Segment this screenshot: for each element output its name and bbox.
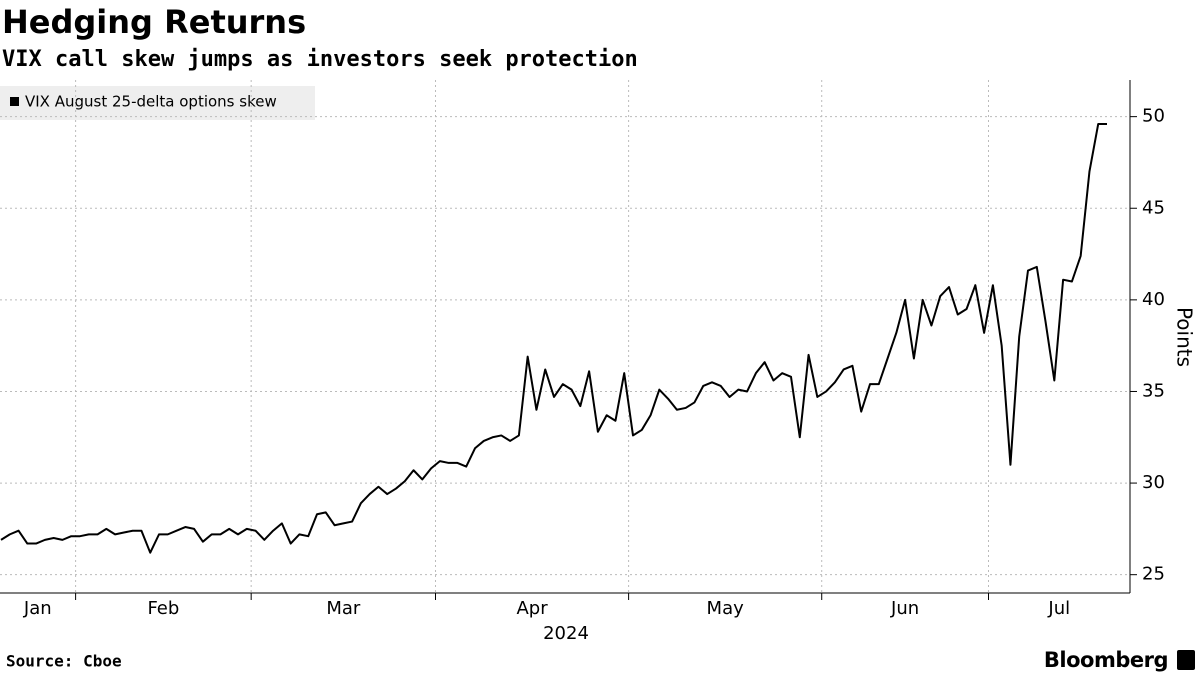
y-tick-label: 35 — [1142, 380, 1165, 401]
x-tick-label: Mar — [326, 598, 361, 619]
y-axis-label: Points — [1173, 307, 1197, 367]
x-tick-label: Apr — [516, 598, 548, 619]
legend-swatch — [10, 97, 19, 106]
chart-subtitle: VIX call skew jumps as investors seek pr… — [2, 47, 638, 72]
y-tick-label: 50 — [1142, 106, 1165, 127]
y-tick-label: 45 — [1142, 197, 1165, 218]
legend-label: VIX August 25-delta options skew — [25, 93, 277, 111]
x-tick-label: Jan — [23, 598, 52, 619]
y-tick-label: 25 — [1142, 564, 1165, 585]
x-tick-label: Feb — [147, 598, 179, 619]
x-tick-label: Jul — [1047, 598, 1070, 619]
x-tick-label: Jun — [890, 598, 919, 619]
chart-title: Hedging Returns — [2, 3, 306, 41]
source: Source: Cboe — [6, 652, 122, 671]
y-tick-label: 40 — [1142, 289, 1165, 310]
y-tick-label: 30 — [1142, 472, 1165, 493]
legend-box — [0, 86, 315, 120]
x-axis-label: 2024 — [543, 623, 589, 644]
x-tick-label: May — [707, 598, 745, 619]
brand: Bloomberg — [1044, 648, 1168, 672]
brand-icon — [1177, 650, 1195, 670]
series-line — [0, 122, 1107, 554]
